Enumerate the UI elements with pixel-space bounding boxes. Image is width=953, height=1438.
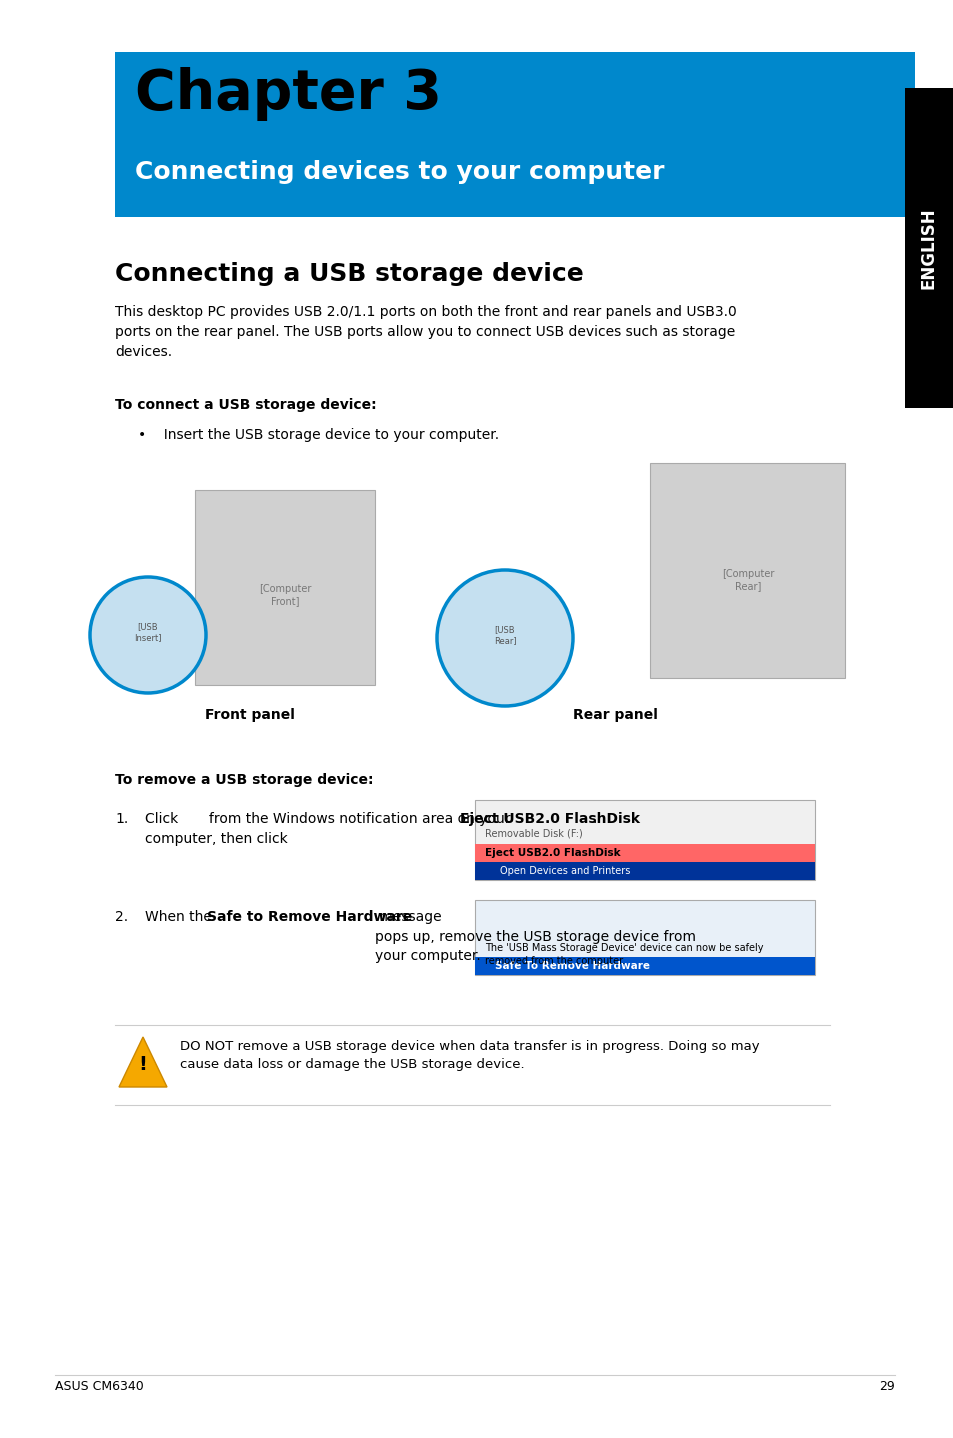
Text: [Computer
Front]: [Computer Front]: [258, 584, 311, 605]
Text: 29: 29: [879, 1380, 894, 1393]
Text: Rear panel: Rear panel: [572, 707, 657, 722]
Bar: [475, 800, 814, 880]
Text: [USB
Insert]: [USB Insert]: [134, 623, 162, 641]
Text: Chapter 3: Chapter 3: [135, 68, 441, 121]
Text: Connecting a USB storage device: Connecting a USB storage device: [115, 262, 583, 286]
Circle shape: [90, 577, 206, 693]
Text: [USB
Rear]: [USB Rear]: [493, 626, 516, 644]
Polygon shape: [119, 1037, 167, 1087]
Text: !: !: [138, 1055, 148, 1074]
Text: Removable Disk (F:): Removable Disk (F:): [484, 828, 582, 838]
Text: Eject USB2.0 FlashDisk: Eject USB2.0 FlashDisk: [459, 812, 639, 825]
Bar: [115, 52, 914, 217]
Bar: [904, 88, 953, 408]
Text: This desktop PC provides USB 2.0/1.1 ports on both the front and rear panels and: This desktop PC provides USB 2.0/1.1 por…: [115, 305, 736, 360]
Bar: [194, 490, 375, 684]
Text: message
pops up, remove the USB storage device from
your computer.: message pops up, remove the USB storage …: [375, 910, 696, 963]
Bar: [649, 463, 844, 677]
Text: Open Devices and Printers: Open Devices and Printers: [499, 866, 630, 876]
Bar: [475, 844, 814, 861]
Text: DO NOT remove a USB storage device when data transfer is in progress. Doing so m: DO NOT remove a USB storage device when …: [180, 1040, 759, 1071]
Text: ASUS CM6340: ASUS CM6340: [55, 1380, 144, 1393]
Bar: [475, 861, 814, 880]
Text: Front panel: Front panel: [205, 707, 294, 722]
Text: [Computer
Rear]: [Computer Rear]: [721, 569, 774, 591]
Text: When the: When the: [145, 910, 216, 925]
Text: To connect a USB storage device:: To connect a USB storage device:: [115, 398, 376, 413]
Text: 1.: 1.: [115, 812, 128, 825]
Text: 2.: 2.: [115, 910, 128, 925]
Text: •    Insert the USB storage device to your computer.: • Insert the USB storage device to your …: [138, 429, 498, 441]
Text: The 'USB Mass Storage Device' device can now be safely
removed from the computer: The 'USB Mass Storage Device' device can…: [484, 943, 762, 966]
Circle shape: [436, 569, 573, 706]
Text: Click       from the Windows notification area on your
computer, then click: Click from the Windows notification area…: [145, 812, 510, 846]
Text: To remove a USB storage device:: To remove a USB storage device:: [115, 774, 374, 787]
Text: .: .: [593, 812, 597, 825]
Bar: [475, 958, 814, 975]
Text: Safe to Remove Hardware: Safe to Remove Hardware: [207, 910, 412, 925]
Text: Connecting devices to your computer: Connecting devices to your computer: [135, 160, 664, 184]
Text: Eject USB2.0 FlashDisk: Eject USB2.0 FlashDisk: [484, 848, 620, 858]
Text: ENGLISH: ENGLISH: [919, 207, 937, 289]
Text: Safe To Remove Hardware: Safe To Remove Hardware: [495, 961, 649, 971]
Bar: [475, 900, 814, 975]
